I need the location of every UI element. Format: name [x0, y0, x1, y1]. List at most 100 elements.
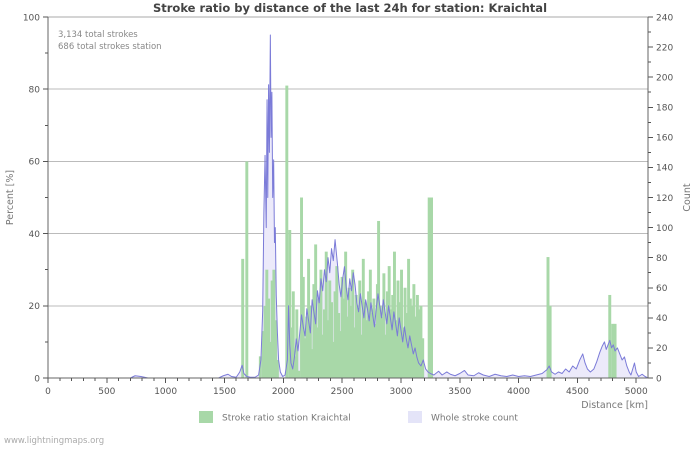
bar	[414, 316, 418, 378]
footer-url: www.lightningmaps.org	[4, 436, 104, 446]
tick-label-right: 140	[656, 164, 673, 174]
bar	[353, 327, 356, 378]
tick-label-bottom: 3000	[389, 387, 412, 397]
bar	[310, 349, 314, 378]
bar	[548, 305, 552, 378]
bar	[387, 266, 391, 378]
tick-label-left: 60	[29, 158, 41, 168]
bar	[290, 327, 293, 378]
bar	[394, 320, 398, 378]
tick-label-bottom: 0	[45, 387, 51, 397]
bar	[382, 273, 386, 378]
bar	[305, 316, 309, 378]
legend-swatch-2	[408, 411, 422, 423]
bar	[312, 284, 316, 378]
bar	[308, 305, 312, 378]
tick-label-right: 240	[656, 13, 673, 23]
bar	[337, 313, 341, 378]
tick-label-right: 200	[656, 73, 673, 83]
bar	[421, 338, 425, 378]
bar	[258, 356, 262, 378]
bar	[342, 298, 346, 378]
tick-label-bottom: 4500	[566, 387, 589, 397]
bar	[265, 269, 269, 378]
tick-label-right: 20	[656, 344, 668, 354]
bar	[241, 258, 245, 378]
annotation-total-strokes: 3,134 total strokes	[58, 30, 138, 40]
bar	[384, 334, 388, 378]
bar	[361, 258, 365, 378]
tick-label-bottom: 1500	[213, 387, 236, 397]
tick-label-bottom: 3500	[448, 387, 471, 397]
bar	[370, 313, 374, 378]
bar	[391, 294, 395, 378]
bar	[268, 341, 272, 378]
bar	[410, 305, 414, 378]
tick-label-bottom: 4000	[507, 387, 530, 397]
annotation-station-strokes: 686 total strokes station	[58, 42, 162, 52]
bar	[267, 298, 271, 378]
tick-label-bottom: 2500	[331, 387, 354, 397]
bar	[398, 302, 402, 378]
bar	[611, 323, 615, 378]
bar	[360, 334, 363, 378]
stroke-count-line	[48, 34, 649, 379]
bar	[367, 291, 371, 378]
bar	[385, 291, 389, 378]
bar	[389, 309, 393, 378]
bar	[300, 197, 303, 378]
bar	[430, 197, 433, 378]
bar	[317, 298, 321, 378]
tick-label-left: 0	[34, 374, 40, 384]
tick-label-right: 60	[656, 284, 668, 294]
bar	[288, 229, 292, 378]
bar	[328, 280, 332, 378]
bar	[340, 276, 344, 378]
bar	[374, 323, 378, 378]
tick-label-right: 220	[656, 43, 673, 53]
bar	[263, 305, 267, 378]
bar	[356, 309, 360, 378]
tick-label-right: 180	[656, 104, 673, 114]
bar	[419, 305, 423, 378]
bar	[245, 161, 249, 378]
tick-label-right: 160	[656, 134, 673, 144]
bar	[285, 85, 289, 378]
tick-label-left: 40	[29, 230, 41, 240]
tick-label-left: 100	[23, 13, 40, 23]
bar	[368, 269, 372, 378]
bar	[358, 280, 362, 378]
legend-label-1: Stroke ratio station Kraichtal	[222, 414, 351, 424]
bar	[365, 320, 369, 378]
axis-title-right: Count	[682, 183, 693, 211]
tick-label-right: 120	[656, 194, 673, 204]
bar	[380, 316, 384, 378]
tick-label-right: 0	[656, 374, 662, 384]
bar	[546, 257, 550, 378]
bar	[272, 269, 276, 378]
bar	[412, 284, 416, 378]
tick-label-right: 100	[656, 224, 673, 234]
bar	[417, 309, 421, 378]
bar	[303, 338, 307, 378]
tick-label-left: 20	[29, 302, 41, 312]
axis-title-bottom: Distance [km]	[581, 400, 648, 411]
tick-label-bottom: 1000	[154, 387, 177, 397]
chart-title: Stroke ratio by distance of the last 24h…	[153, 1, 547, 15]
axis-title-left: Percent [%]	[5, 170, 16, 225]
tick-label-right: 40	[656, 314, 668, 324]
bar	[345, 316, 349, 378]
bar	[363, 302, 367, 378]
bar	[315, 327, 319, 378]
bar	[349, 305, 353, 378]
bar	[354, 294, 358, 378]
legend-label-2: Whole stroke count	[431, 414, 518, 424]
bar	[400, 269, 403, 378]
bar	[321, 334, 325, 378]
bar	[372, 298, 376, 378]
bar	[314, 244, 318, 378]
bar	[319, 269, 323, 378]
